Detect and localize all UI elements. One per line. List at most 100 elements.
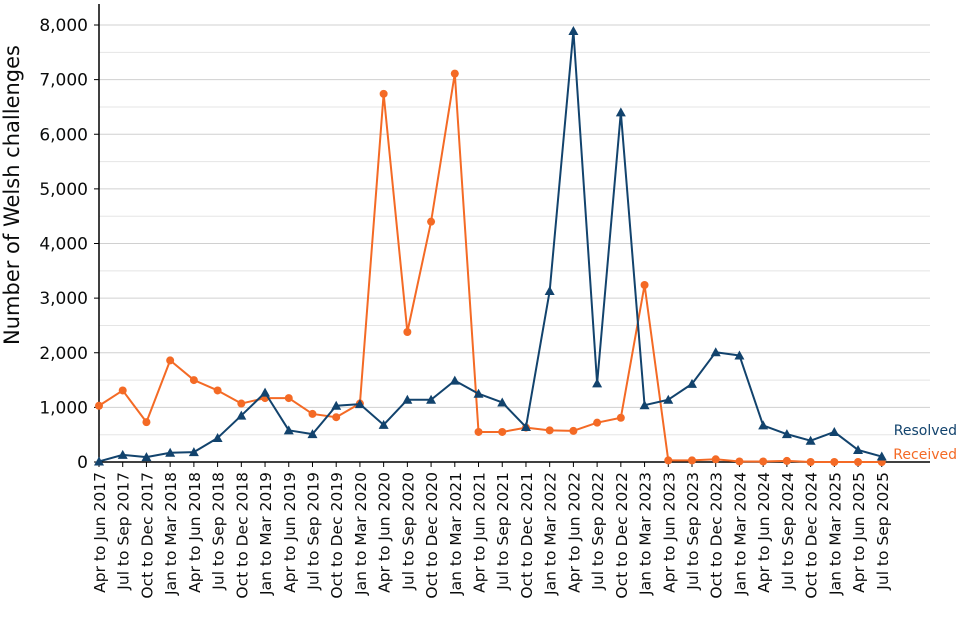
- data-point: [498, 427, 507, 436]
- data-point: [687, 378, 697, 388]
- data-point: [165, 447, 176, 457]
- data-point: [402, 394, 413, 404]
- y-tick-label: 2,000: [39, 344, 88, 364]
- data-point: [853, 444, 864, 454]
- data-point: [782, 456, 791, 465]
- x-tick-label: Jul to Sep 2018: [210, 472, 228, 591]
- data-point: [830, 458, 839, 466]
- data-point: [283, 425, 294, 435]
- x-tick-label: Jul to Sep 2017: [115, 472, 133, 591]
- y-tick-label: 5,000: [39, 180, 88, 200]
- data-point: [829, 426, 840, 436]
- data-point: [710, 347, 721, 357]
- data-point: [544, 286, 555, 296]
- data-point: [688, 456, 696, 465]
- data-point: [166, 356, 175, 365]
- x-tick-label: Oct to Dec 2022: [613, 472, 631, 599]
- data-point: [615, 107, 626, 117]
- x-tick-label: Apr to Jun 2019: [281, 472, 299, 593]
- data-point: [592, 378, 603, 388]
- x-tick-label: Jan to Mar 2024: [731, 472, 749, 596]
- data-point: [142, 418, 151, 427]
- x-tick-label: Apr to Jun 2020: [376, 472, 394, 593]
- x-tick-label: Jul to Sep 2024: [779, 472, 797, 591]
- data-point: [759, 457, 768, 466]
- y-tick-label: 0: [77, 453, 88, 473]
- data-point: [378, 419, 389, 429]
- data-point: [473, 388, 484, 398]
- data-point: [569, 426, 578, 435]
- data-point: [805, 435, 816, 445]
- data-point: [117, 449, 128, 459]
- data-point: [758, 420, 769, 430]
- y-axis: 0 1,000 2,000 3,000 4,000 5,000 6,000 7,000 8,00…: [39, 4, 100, 473]
- data-point: [426, 394, 437, 404]
- y-tick-label: 6,000: [39, 125, 88, 145]
- data-point: [854, 458, 863, 466]
- data-point: [664, 456, 673, 465]
- series-received: [95, 69, 886, 466]
- y-tick-label: 8,000: [39, 16, 88, 36]
- x-tick-label: Apr to Jun 2017: [91, 472, 109, 593]
- data-point: [568, 26, 579, 36]
- data-point: [331, 400, 342, 410]
- data-point: [141, 452, 152, 462]
- series-label-received: Received: [893, 447, 957, 463]
- series-line-resolved: [98, 30, 883, 463]
- series-line-received: [98, 72, 882, 463]
- x-tick-label: Jan to Mar 2020: [352, 472, 370, 596]
- data-point: [449, 375, 460, 385]
- data-point: [450, 69, 459, 78]
- data-point: [545, 426, 554, 435]
- x-tick-label: Jan to Mar 2018: [162, 472, 180, 596]
- data-point: [118, 386, 127, 395]
- x-tick-label: Oct to Dec 2018: [233, 472, 251, 599]
- x-tick-label: Jan to Mar 2022: [542, 472, 560, 596]
- x-tick-label: Jul to Sep 2021: [494, 472, 512, 591]
- gridlines: [99, 24, 930, 436]
- data-point: [639, 400, 650, 410]
- x-tick-label: Oct to Dec 2020: [423, 472, 441, 599]
- data-point: [284, 394, 293, 403]
- data-point: [307, 429, 318, 439]
- data-point: [734, 350, 745, 360]
- x-tick-label: Apr to Jun 2021: [471, 472, 489, 593]
- data-point: [876, 451, 887, 461]
- data-point: [616, 413, 625, 422]
- data-point: [354, 399, 365, 409]
- data-point: [95, 401, 103, 410]
- data-point: [735, 457, 744, 466]
- x-tick-label: Apr to Jun 2024: [755, 472, 773, 593]
- data-point: [237, 399, 246, 408]
- data-point: [308, 409, 317, 418]
- x-tick-label: Jul to Sep 2023: [684, 472, 702, 591]
- series-labels: Resolved Received: [893, 423, 957, 463]
- y-tick-label: 7,000: [39, 71, 88, 91]
- data-point: [189, 376, 198, 385]
- x-tick-label: Oct to Dec 2019: [328, 472, 346, 599]
- x-tick-label: Jul to Sep 2025: [874, 472, 892, 591]
- series-label-resolved: Resolved: [894, 423, 957, 439]
- series-layer: [94, 26, 887, 466]
- x-tick-label: Jan to Mar 2019: [257, 472, 275, 596]
- x-tick-label: Oct to Dec 2021: [518, 472, 536, 599]
- data-point: [497, 397, 508, 407]
- data-point: [640, 281, 649, 290]
- x-tick-label: Jul to Sep 2022: [589, 472, 607, 591]
- data-point: [593, 418, 602, 427]
- x-tick-label: Jul to Sep 2020: [399, 472, 417, 591]
- data-point: [188, 447, 199, 457]
- x-tick-label: Jan to Mar 2025: [826, 472, 844, 596]
- data-point: [711, 455, 720, 464]
- x-tick-label: Apr to Jun 2023: [660, 472, 678, 593]
- data-point: [213, 386, 222, 395]
- x-tick-label: Oct to Dec 2024: [803, 472, 821, 599]
- data-point: [212, 432, 223, 442]
- y-tick-label: 4,000: [39, 235, 88, 255]
- x-tick-label: Apr to Jun 2022: [565, 472, 583, 593]
- x-axis: Apr to Jun 2017 Jul to Sep 2017 Oct to Dec…: [91, 461, 930, 599]
- data-point: [236, 410, 247, 420]
- data-point: [332, 413, 341, 422]
- x-tick-label: Oct to Dec 2023: [708, 472, 726, 599]
